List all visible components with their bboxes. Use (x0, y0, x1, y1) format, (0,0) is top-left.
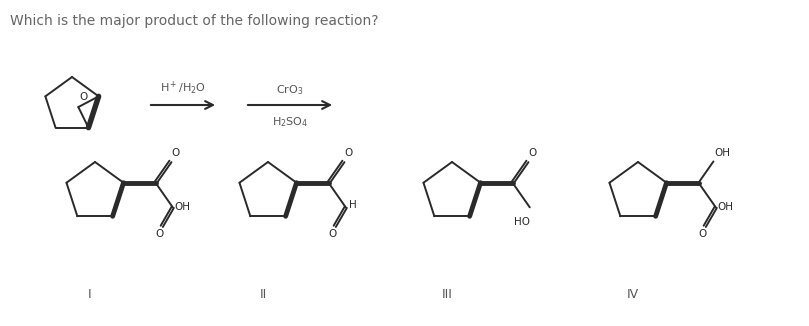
Text: IV: IV (627, 289, 639, 302)
Text: O: O (345, 148, 353, 158)
Text: II: II (260, 289, 267, 302)
Text: O: O (155, 230, 164, 239)
Text: III: III (442, 289, 452, 302)
Text: Which is the major product of the following reaction?: Which is the major product of the follow… (10, 14, 379, 28)
Text: O: O (528, 148, 536, 158)
Text: H: H (349, 200, 357, 210)
Text: O: O (699, 230, 707, 239)
Text: O: O (172, 148, 180, 158)
Text: O: O (79, 92, 87, 102)
Text: OH: OH (714, 148, 731, 158)
Text: $\mathsf{H^+/H_2O}$: $\mathsf{H^+/H_2O}$ (160, 80, 206, 97)
Text: HO: HO (514, 217, 530, 227)
Text: OH: OH (718, 202, 734, 212)
Text: I: I (88, 289, 91, 302)
Text: OH: OH (175, 202, 191, 212)
Text: $\mathsf{H_2SO_4}$: $\mathsf{H_2SO_4}$ (272, 115, 308, 129)
Text: $\mathsf{CrO_3}$: $\mathsf{CrO_3}$ (276, 83, 303, 97)
Text: O: O (328, 230, 337, 239)
